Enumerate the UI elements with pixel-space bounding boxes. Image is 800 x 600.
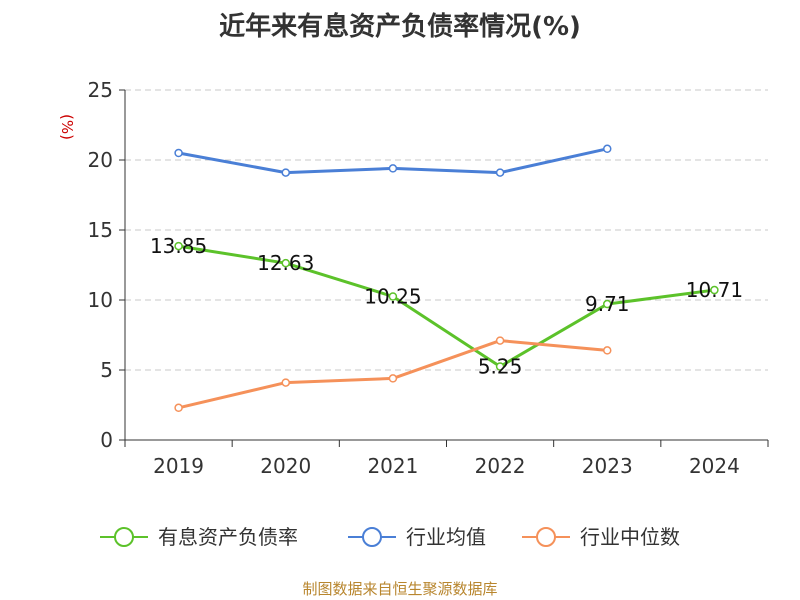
data-point xyxy=(388,374,398,383)
legend-marker xyxy=(362,527,382,547)
data-point xyxy=(174,148,183,158)
source-footer: 制图数据来自恒生聚源数据库 xyxy=(302,580,498,598)
data-point xyxy=(495,362,505,371)
data-point xyxy=(388,164,398,173)
legend-marker xyxy=(536,527,556,547)
data-point xyxy=(281,168,290,177)
series-line-1 xyxy=(178,244,715,368)
data-point xyxy=(495,168,505,177)
data-point xyxy=(281,258,290,268)
legend-label: 行业均值 xyxy=(406,525,486,549)
data-point xyxy=(174,241,183,251)
data-point xyxy=(603,346,612,355)
data-point xyxy=(603,144,612,154)
y-tick-label: 25 xyxy=(88,78,113,102)
legend-label: 有息资产负债率 xyxy=(158,525,298,549)
data-label: 5.25 xyxy=(478,355,523,379)
data-point xyxy=(495,336,505,345)
x-tick-label: 2023 xyxy=(582,454,633,478)
y-tick-label: 20 xyxy=(88,148,113,172)
data-point xyxy=(710,285,719,295)
x-tick-label: 2020 xyxy=(260,454,311,478)
data-point xyxy=(281,378,290,387)
x-tick-label: 2021 xyxy=(367,454,418,478)
x-tick-label: 2024 xyxy=(689,454,740,478)
y-axis-label: (%) xyxy=(58,114,76,140)
data-label: 13.85 xyxy=(150,234,207,258)
y-tick-label: 15 xyxy=(88,218,113,242)
chart-title: 近年来有息资产负债率情况(%) xyxy=(219,12,581,42)
data-label: 9.71 xyxy=(585,292,630,316)
legend-label: 行业中位数 xyxy=(580,525,680,549)
data-point xyxy=(174,403,183,413)
data-point xyxy=(603,299,612,309)
x-tick-label: 2019 xyxy=(153,454,204,478)
data-label: 12.63 xyxy=(257,251,314,275)
legend-marker xyxy=(114,527,134,547)
y-tick-label: 0 xyxy=(100,428,113,452)
y-tick-label: 10 xyxy=(88,288,113,312)
x-tick-label: 2022 xyxy=(475,454,526,478)
y-tick-label: 5 xyxy=(100,358,113,382)
data-label: 10.71 xyxy=(686,278,743,302)
data-label: 10.25 xyxy=(364,285,421,309)
data-point xyxy=(388,292,398,301)
